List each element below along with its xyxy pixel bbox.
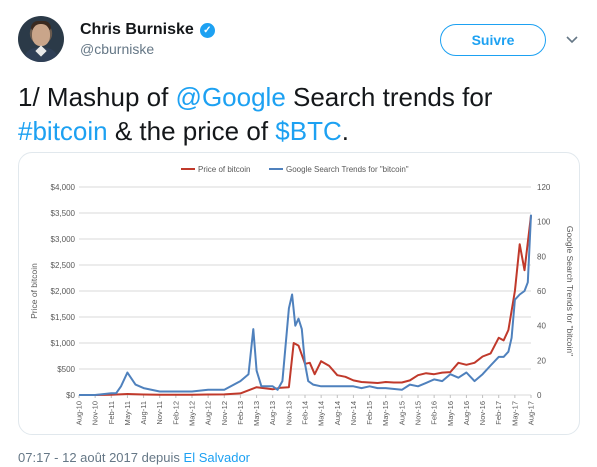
tweet-text-prefix: 1/ Mashup of [18,82,176,112]
tweet-text: 1/ Mashup of @Google Search trends for #… [18,80,578,148]
x-tick-label: Aug-12 [204,401,213,425]
verified-check-icon: ✓ [199,22,215,38]
tweet-text-middle: Search trends for [285,82,493,112]
y-tick-label: $0 [66,391,75,400]
y-axis-title: Price of bitcoin [29,263,39,319]
y2-tick-label: 100 [537,218,551,227]
x-tick-label: Aug-14 [333,401,342,425]
y-tick-label: $500 [57,365,75,374]
x-tick-label: Nov-15 [414,401,423,425]
x-tick-label: May-15 [381,401,390,426]
cashtag-link[interactable]: $BTC [275,116,342,146]
x-tick-label: Nov-16 [478,401,487,425]
x-tick-label: May-16 [446,401,455,426]
chart: $0 $500 $1,000 $1,500 $2,000 $2,500 $3,000 $3,5… [29,165,575,426]
chart-image[interactable]: $0 $500 $1,000 $1,500 $2,000 $2,500 $3,000 $3,5… [18,152,580,435]
tweet-footer: 07:17 - 12 août 2017 depuis El Salvador [18,450,250,465]
x-tick-label: Aug-15 [397,401,406,425]
author-handle[interactable]: @cburniske [80,41,155,57]
avatar[interactable] [18,16,64,62]
x-tick-label: Aug-10 [75,401,84,425]
series-line-price [79,215,532,396]
y-tick-label: $1,000 [51,339,76,348]
series-line-search [79,214,532,396]
y-tick-label: $3,500 [51,209,76,218]
x-tick-label: Feb-12 [171,401,180,425]
x-tick-label: Feb-15 [365,401,374,425]
tweet-text-suffix: . [341,116,349,146]
x-tick-label: Feb-13 [236,401,245,425]
x-tick-label: Nov-12 [220,401,229,425]
x-tick-label: Aug-16 [462,401,471,425]
author-display-name[interactable]: Chris Burniske [80,21,194,38]
x-tick-label: Nov-14 [349,401,358,425]
x-tick-label: May-11 [123,401,132,425]
y-tick-label: $2,500 [51,261,76,270]
x-tick-label: May-17 [510,401,519,426]
y2-tick-label: 40 [537,322,546,331]
y-tick-label: $1,500 [51,313,76,322]
y2-axis-title: Google Search Trends for "bitcoin" [565,226,575,356]
x-tick-label: May-12 [188,401,197,426]
chevron-down-icon[interactable] [562,30,582,50]
timestamp[interactable]: 07:17 - 12 août 2017 depuis [18,450,184,465]
y-tick-label: $3,000 [51,235,76,244]
x-tick-label: Feb-14 [301,401,310,425]
x-tick-label: Feb-17 [494,401,503,425]
y2-tick-label: 60 [537,287,546,296]
x-tick-label: May-14 [317,401,326,426]
y2-tick-label: 120 [537,183,551,192]
x-tick-label: Feb-16 [430,401,439,425]
legend-label-price: Price of bitcoin [198,165,250,174]
y-tick-label: $2,000 [51,287,76,296]
author-name-row[interactable]: Chris Burniske ✓ [80,21,215,39]
tweet-header: Chris Burniske ✓ @cburniske Suivre [18,16,583,64]
x-tick-label: Feb-11 [107,401,116,424]
follow-button[interactable]: Suivre [440,24,546,56]
y2-tick-label: 80 [537,252,546,261]
y2-tick-label: 0 [537,391,542,400]
mention-link[interactable]: @Google [175,82,286,112]
y-tick-label: $4,000 [51,183,76,192]
hashtag-link[interactable]: #bitcoin [18,116,108,146]
y2-tick-label: 20 [537,356,546,365]
tweet-text-and: & the price of [107,116,276,146]
x-tick-label: May-13 [252,401,261,426]
x-tick-label: Aug-11 [139,401,148,425]
x-tick-label: Aug-17 [527,401,536,425]
x-tick-label: Nov-13 [284,401,293,425]
x-tick-label: Aug-13 [268,401,277,425]
legend-label-search: Google Search Trends for "bitcoin" [286,165,409,174]
x-tick-label: Nov-11 [155,401,164,425]
x-tick-label: Nov-10 [91,401,100,425]
location-link[interactable]: El Salvador [183,450,251,465]
